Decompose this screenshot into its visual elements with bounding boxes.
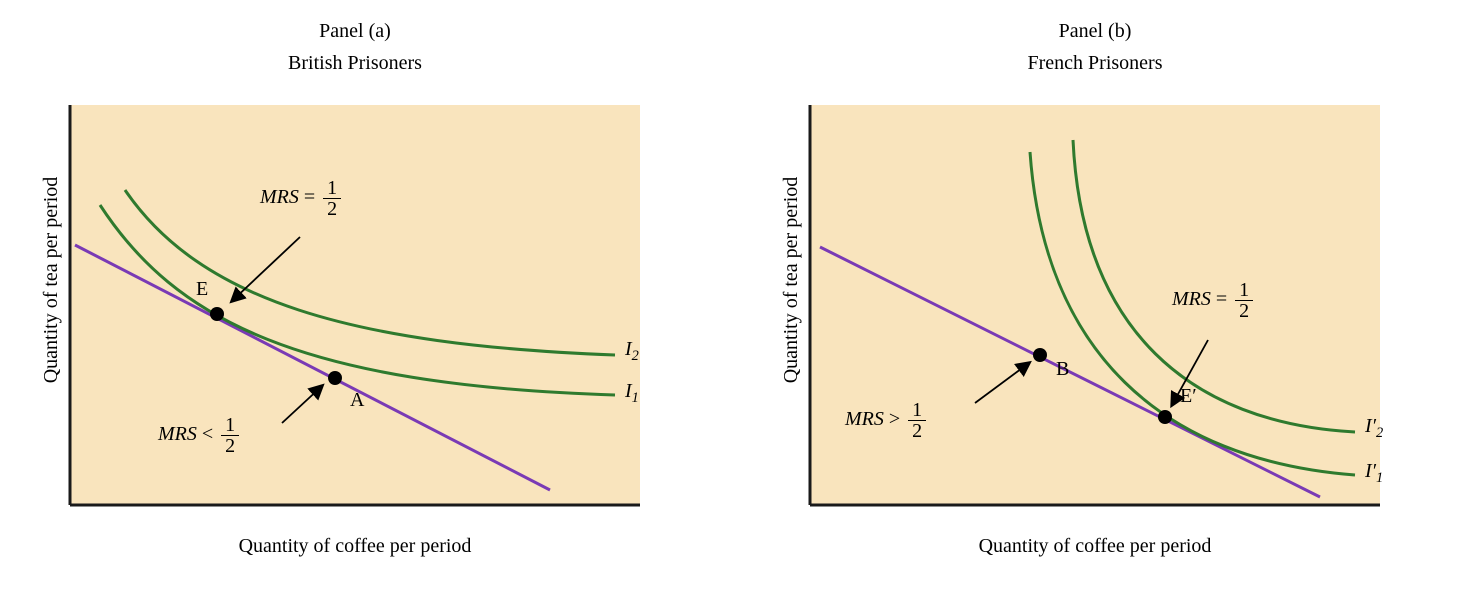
panel_a-ylabel: Quantity of tea per period xyxy=(40,105,63,455)
chart-svg-layer xyxy=(0,0,1483,610)
panel_a-point-A xyxy=(328,371,342,385)
panel_a-title-line2: British Prisoners xyxy=(70,52,640,75)
panel_b-ylabel: Quantity of tea per period xyxy=(780,105,803,455)
panel_a-point-label-E: E xyxy=(196,278,208,301)
panel_b-title-line1: Panel (b) xyxy=(810,20,1380,43)
panel_b-curve-label-Ip2: I′2 xyxy=(1365,415,1383,442)
panel_b-title-line2: French Prisoners xyxy=(810,52,1380,75)
panel_b-point-B xyxy=(1033,348,1047,362)
panel_a-mrs-E: MRS = 12 xyxy=(260,178,341,219)
panel_b-curve-label-Ip1: I′1 xyxy=(1365,460,1383,487)
figure-container: { "layout": { "width_px": 1483, "height_… xyxy=(0,0,1483,610)
panel_a-plot-bg xyxy=(70,105,640,505)
panel_b-point-label-B: B xyxy=(1056,358,1069,381)
panel_a-title-line1: Panel (a) xyxy=(70,20,640,43)
panel_a-curve-label-I2: I2 xyxy=(625,338,639,365)
panel_a-xlabel: Quantity of coffee per period xyxy=(70,535,640,558)
panel_b-point-label-Ep: E′ xyxy=(1180,385,1197,408)
panel_b-point-Ep xyxy=(1158,410,1172,424)
panel_a-point-label-A: A xyxy=(350,389,364,412)
panel_a-mrs-A: MRS < 12 xyxy=(158,415,239,456)
panel_b-mrs-B: MRS > 12 xyxy=(845,400,926,441)
panel_b-mrs-Ep: MRS = 12 xyxy=(1172,280,1253,321)
panel_b-xlabel: Quantity of coffee per period xyxy=(810,535,1380,558)
panel_a-point-E xyxy=(210,307,224,321)
panel_a-curve-label-I1: I1 xyxy=(625,380,639,407)
panel_b-plot-bg xyxy=(810,105,1380,505)
